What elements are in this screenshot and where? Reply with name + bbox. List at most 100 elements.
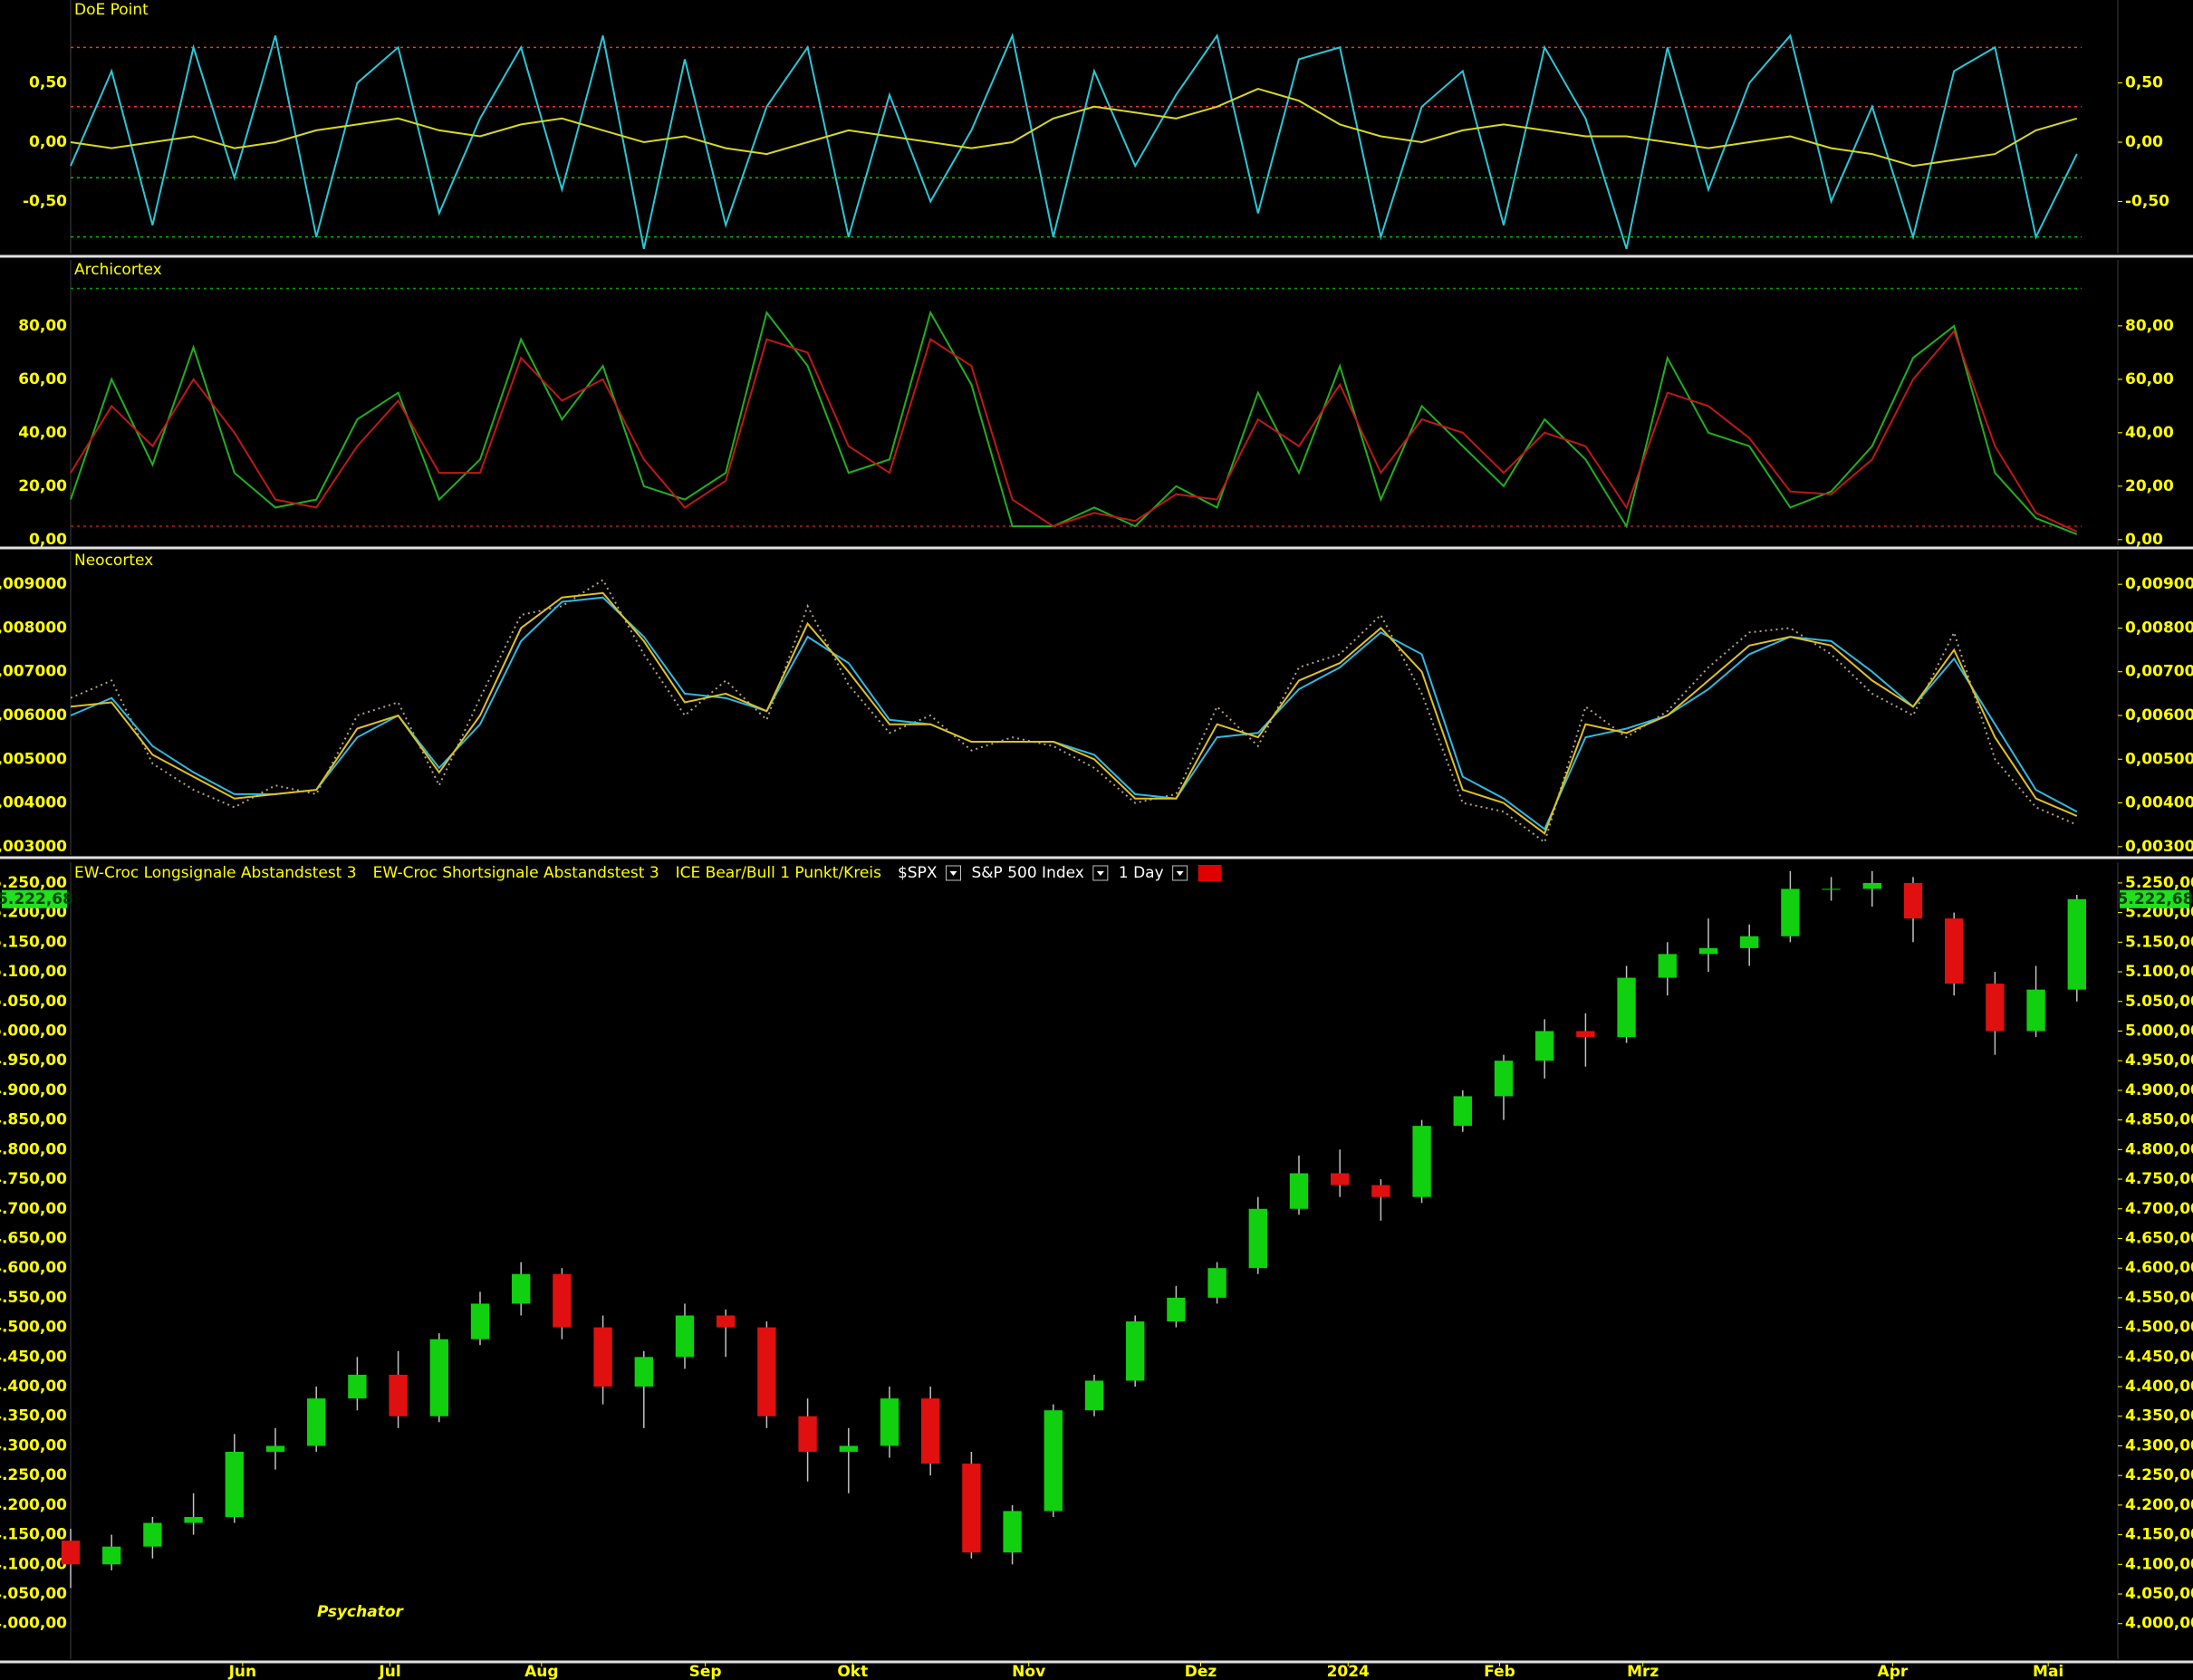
- candle-body: [675, 1315, 695, 1358]
- y-tick-label: 4.100,00: [0, 1555, 67, 1573]
- y-tick-label: 0,00: [29, 531, 67, 549]
- x-tick-label: Jul: [378, 1663, 400, 1680]
- panel-title: Archicortex: [74, 261, 162, 279]
- series-line: [70, 578, 2078, 844]
- candle-body: [307, 1398, 326, 1446]
- candle-body: [1044, 1410, 1063, 1512]
- y-tick-label: 0,004000: [2125, 794, 2193, 812]
- y-tick-label: 4.200,00: [2125, 1496, 2193, 1514]
- y-tick-label: 0,00: [2125, 133, 2163, 151]
- y-tick-label: 4.400,00: [2125, 1378, 2193, 1396]
- candle-body: [1371, 1185, 1390, 1197]
- candle-body: [1084, 1380, 1104, 1411]
- candle-body: [265, 1445, 285, 1453]
- candle-body: [962, 1464, 981, 1553]
- y-tick-label: 60,00: [18, 370, 67, 389]
- y-tick-label: 80,00: [2125, 317, 2174, 335]
- y-tick-label: 4.500,00: [0, 1319, 67, 1337]
- candle-body: [1986, 984, 2005, 1032]
- candle-body: [757, 1327, 776, 1416]
- y-tick-label: 0,003000: [2125, 838, 2193, 856]
- y-tick-label: 5.250,00: [0, 874, 67, 892]
- candle-body: [512, 1273, 531, 1304]
- candle-body: [1535, 1031, 1554, 1061]
- candle-body: [102, 1546, 121, 1565]
- dropdown-arrow: [1096, 871, 1104, 876]
- y-tick-label: 5.050,00: [2125, 993, 2193, 1011]
- dropdown-arrow: [949, 871, 957, 876]
- y-tick-label: 0,007000: [0, 663, 67, 681]
- y-tick-label: 60,00: [2125, 370, 2174, 389]
- candle-body: [1331, 1173, 1350, 1186]
- candle-body: [839, 1445, 858, 1453]
- candle-body: [2067, 898, 2086, 990]
- watermark: Psychator: [317, 1603, 405, 1621]
- last-price-label: 5.222,68: [2118, 890, 2193, 908]
- candle-body: [184, 1516, 203, 1523]
- y-tick-label: 4.800,00: [2125, 1140, 2193, 1158]
- x-tick-label: Aug: [524, 1663, 558, 1680]
- y-tick-label: 40,00: [2125, 424, 2174, 442]
- y-tick-label: 0,008000: [2125, 619, 2193, 637]
- y-tick-label: 4.300,00: [2125, 1436, 2193, 1454]
- y-tick-label: 4.600,00: [2125, 1259, 2193, 1277]
- candle-body: [553, 1273, 572, 1328]
- y-tick-label: 4.900,00: [2125, 1081, 2193, 1099]
- header-interval: 1 Day: [1119, 864, 1164, 882]
- y-tick-label: 80,00: [18, 317, 67, 335]
- candle-body: [1781, 888, 1800, 936]
- y-tick-label: 0,00: [29, 133, 67, 151]
- y-tick-label: 4.450,00: [0, 1348, 67, 1366]
- candle-body: [1740, 936, 1759, 948]
- y-tick-label: 4.350,00: [0, 1407, 67, 1426]
- y-tick-label: 0,009000: [2125, 575, 2193, 593]
- last-price-tag: [2120, 889, 2189, 908]
- candle-body: [2026, 989, 2045, 1032]
- y-tick-label: 4.850,00: [2125, 1111, 2193, 1129]
- candle-body: [1453, 1096, 1472, 1127]
- indicator-legend: EW-Croc Longsignale Abstandstest 3: [74, 864, 357, 882]
- x-tick-label: Apr: [1878, 1663, 1909, 1680]
- x-tick-label: Dez: [1185, 1663, 1217, 1680]
- y-tick-label: 5.050,00: [0, 993, 67, 1011]
- candle-body: [593, 1327, 612, 1387]
- x-tick-label: Nov: [1012, 1663, 1045, 1680]
- candle-body: [389, 1374, 408, 1416]
- y-tick-label: 4.650,00: [0, 1229, 67, 1247]
- y-tick-label: 4.550,00: [0, 1289, 67, 1307]
- y-tick-label: 4.350,00: [2125, 1407, 2193, 1426]
- candle-body: [1289, 1173, 1309, 1209]
- y-tick-label: 0,007000: [2125, 663, 2193, 681]
- y-tick-label: -0,50: [23, 192, 67, 210]
- y-tick-label: 0,00: [2125, 531, 2163, 549]
- y-tick-label: 4.600,00: [0, 1259, 67, 1277]
- y-tick-label: 0,50: [2125, 74, 2163, 92]
- y-tick-label: 5.100,00: [0, 963, 67, 981]
- close-button[interactable]: [1197, 865, 1222, 881]
- candle-body: [1003, 1511, 1022, 1553]
- panel-title: Neocortex: [74, 552, 153, 570]
- y-tick-label: 40,00: [18, 424, 67, 442]
- candle-body: [1822, 888, 1841, 890]
- candle-body: [1903, 882, 1923, 919]
- x-tick-label: Mrz: [1627, 1663, 1659, 1680]
- series-line: [70, 310, 2078, 535]
- y-tick-label: 5.150,00: [0, 933, 67, 951]
- candle-body: [921, 1398, 940, 1464]
- candle-body: [1658, 954, 1677, 978]
- last-price-tag: [2, 889, 67, 908]
- x-tick-label: Sep: [689, 1663, 722, 1680]
- indicator-legend: EW-Croc Shortsignale Abstandstest 3: [373, 864, 659, 882]
- candle-body: [225, 1452, 244, 1517]
- candle-body: [61, 1541, 81, 1565]
- candle-body: [634, 1357, 653, 1387]
- y-tick-label: 4.750,00: [2125, 1170, 2193, 1188]
- y-tick-label: 4.000,00: [0, 1615, 67, 1633]
- y-tick-label: 4.250,00: [0, 1466, 67, 1484]
- last-price-label: 5.222,68: [0, 890, 73, 908]
- y-tick-label: 5.100,00: [2125, 963, 2193, 981]
- candle-body: [1494, 1061, 1514, 1097]
- candle-body: [1207, 1268, 1226, 1298]
